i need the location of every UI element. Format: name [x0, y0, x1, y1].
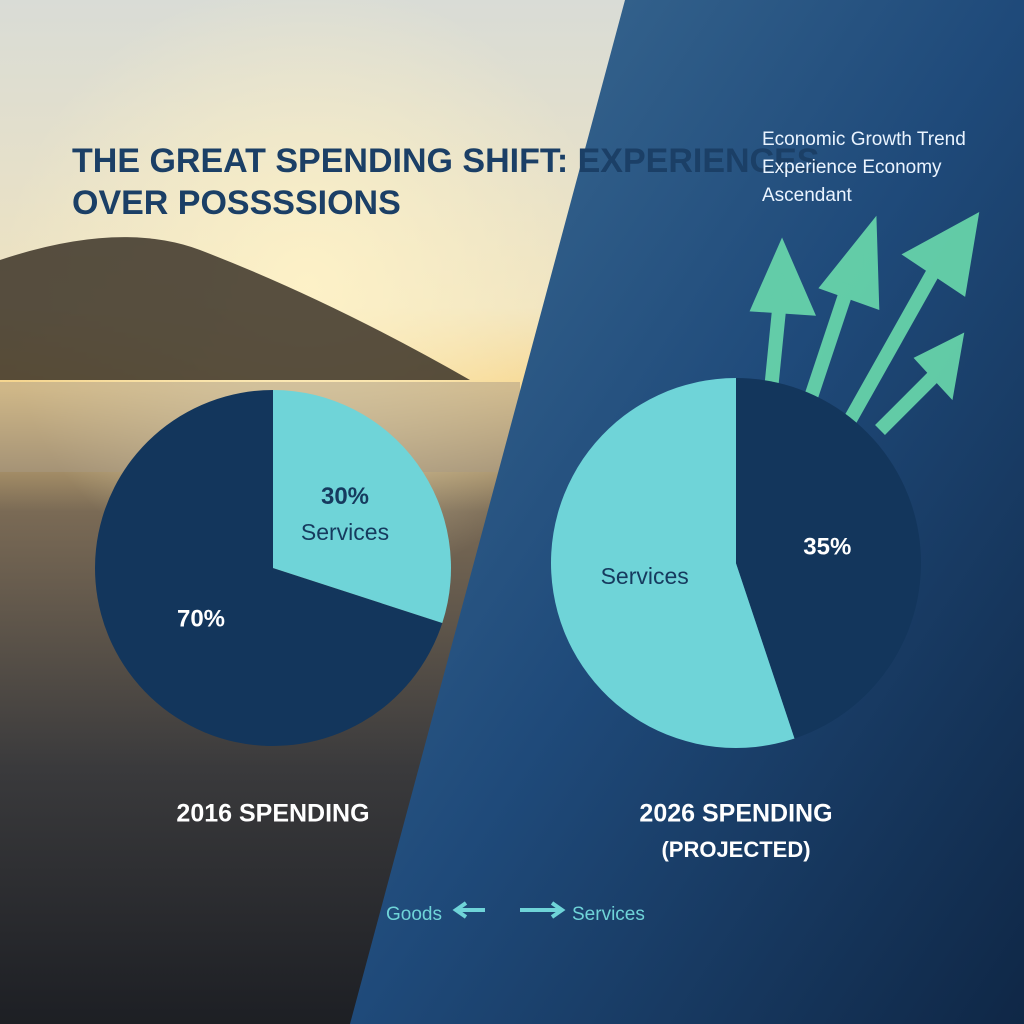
- slice-label: Services: [601, 563, 689, 589]
- pie-slice: [94, 390, 443, 746]
- chart-title: 2016 SPENDING: [176, 800, 369, 828]
- legend-arrow: [452, 901, 485, 919]
- chart-subtitle: (PROJECTED): [661, 837, 810, 862]
- mountain: [0, 237, 470, 380]
- pie-slice: [736, 378, 921, 739]
- title-block: THE GREAT SPENDING SHIFT: EXPERIENCES OV…: [72, 142, 819, 222]
- annotation: Ascendant: [762, 185, 853, 206]
- slice-label: Services: [301, 519, 389, 545]
- pie-slice: [550, 377, 795, 748]
- annotation: Experience Economy: [762, 157, 942, 178]
- data-label: 70%: [177, 606, 225, 633]
- pie-slice: [273, 390, 451, 624]
- title: THE GREAT SPENDING SHIFT: EXPERIENCES: [72, 142, 819, 180]
- legend-label: Services: [572, 904, 645, 925]
- title: OVER POSSSSIONS: [72, 184, 401, 222]
- data-label: 35%: [803, 534, 851, 561]
- chart-title: 2026 SPENDING: [639, 800, 832, 828]
- legend-label: Goods: [386, 904, 442, 925]
- legend: Goods Services: [386, 901, 645, 925]
- legend-arrow: [520, 901, 566, 919]
- data-label: 30%: [321, 483, 369, 510]
- annotation-block: Economic Growth Trend Experience Economy…: [762, 129, 966, 206]
- growth-arrows: [749, 211, 980, 435]
- annotation: Economic Growth Trend: [762, 129, 966, 150]
